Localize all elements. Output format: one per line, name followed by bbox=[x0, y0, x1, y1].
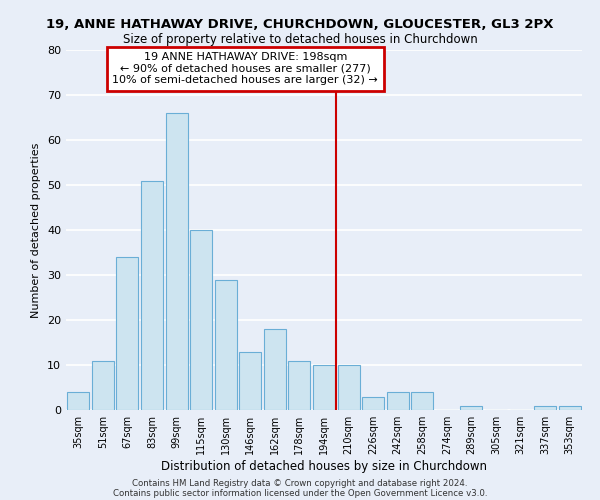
Bar bbox=[362, 396, 384, 410]
Bar bbox=[215, 280, 237, 410]
Bar bbox=[559, 406, 581, 410]
Bar bbox=[166, 113, 188, 410]
X-axis label: Distribution of detached houses by size in Churchdown: Distribution of detached houses by size … bbox=[161, 460, 487, 473]
Text: Size of property relative to detached houses in Churchdown: Size of property relative to detached ho… bbox=[122, 32, 478, 46]
Bar bbox=[534, 406, 556, 410]
Bar bbox=[141, 180, 163, 410]
Y-axis label: Number of detached properties: Number of detached properties bbox=[31, 142, 41, 318]
Text: 19 ANNE HATHAWAY DRIVE: 198sqm
← 90% of detached houses are smaller (277)
10% of: 19 ANNE HATHAWAY DRIVE: 198sqm ← 90% of … bbox=[112, 52, 378, 86]
Bar bbox=[386, 392, 409, 410]
Bar bbox=[239, 352, 262, 410]
Bar bbox=[264, 329, 286, 410]
Bar bbox=[92, 360, 114, 410]
Bar bbox=[411, 392, 433, 410]
Bar bbox=[190, 230, 212, 410]
Bar bbox=[116, 257, 139, 410]
Text: Contains HM Land Registry data © Crown copyright and database right 2024.: Contains HM Land Registry data © Crown c… bbox=[132, 478, 468, 488]
Bar bbox=[460, 406, 482, 410]
Bar bbox=[289, 360, 310, 410]
Bar bbox=[313, 365, 335, 410]
Text: 19, ANNE HATHAWAY DRIVE, CHURCHDOWN, GLOUCESTER, GL3 2PX: 19, ANNE HATHAWAY DRIVE, CHURCHDOWN, GLO… bbox=[46, 18, 554, 30]
Bar bbox=[338, 365, 359, 410]
Bar bbox=[67, 392, 89, 410]
Text: Contains public sector information licensed under the Open Government Licence v3: Contains public sector information licen… bbox=[113, 488, 487, 498]
